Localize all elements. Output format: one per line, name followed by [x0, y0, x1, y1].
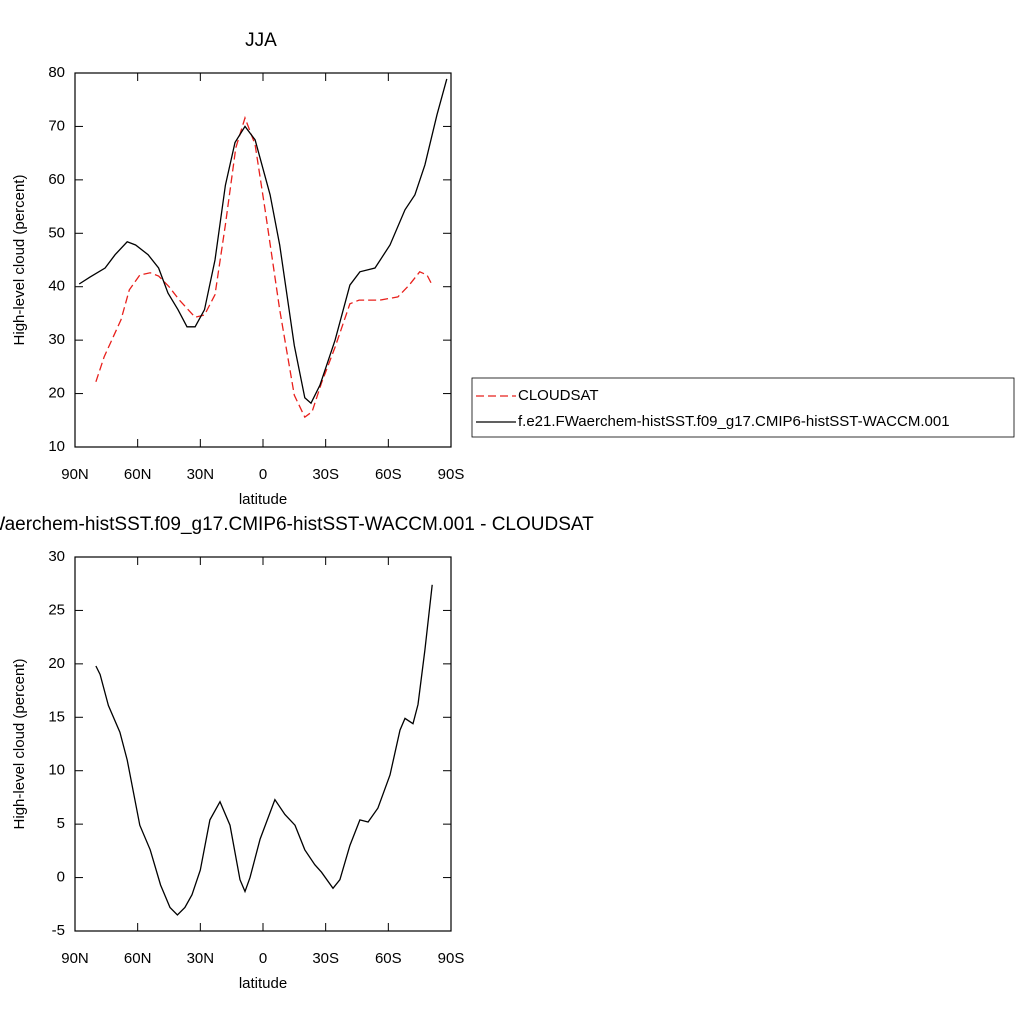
chart-title: f.e21.FWaerchem-histSST.f09_g17.CMIP6-hi…: [0, 514, 594, 535]
y-tick-label: 10: [48, 762, 65, 779]
data-line: [95, 115, 433, 419]
x-tick-label: 90S: [438, 950, 465, 967]
legend-box: [471, 377, 1015, 438]
x-tick-label: 90S: [438, 466, 465, 483]
x-tick-label: 60N: [124, 466, 152, 483]
y-tick-label: -5: [52, 922, 65, 939]
x-axis-label: latitude: [239, 491, 287, 508]
x-tick-label: 60N: [124, 950, 152, 967]
legend-label: f.e21.FWaerchem-histSST.f09_g17.CMIP6-hi…: [518, 413, 950, 430]
y-tick-label: 5: [57, 815, 65, 832]
y-tick-label: 25: [48, 601, 65, 618]
y-tick-label: 40: [48, 278, 65, 295]
x-tick-label: 30S: [312, 950, 339, 967]
x-tick-label: 60S: [375, 466, 402, 483]
x-tick-label: 30S: [312, 466, 339, 483]
legend-label: CLOUDSAT: [518, 387, 599, 404]
x-tick-label: 0: [259, 950, 267, 967]
y-axis-label: High-level cloud (percent): [11, 175, 28, 346]
data-line: [95, 584, 433, 916]
y-tick-label: 80: [48, 64, 65, 81]
x-tick-label: 30N: [187, 466, 215, 483]
x-tick-label: 90N: [61, 466, 89, 483]
y-tick-label: 70: [48, 117, 65, 134]
y-tick-label: 15: [48, 708, 65, 725]
y-tick-label: 0: [57, 869, 65, 886]
y-tick-label: 20: [48, 655, 65, 672]
x-axis-label: latitude: [239, 975, 287, 992]
x-tick-label: 60S: [375, 950, 402, 967]
y-axis-label: High-level cloud (percent): [11, 659, 28, 830]
y-tick-label: 30: [48, 331, 65, 348]
x-tick-label: 90N: [61, 950, 89, 967]
plot-frame: [74, 556, 452, 932]
x-tick-label: 0: [259, 466, 267, 483]
data-line: [78, 78, 448, 405]
y-tick-label: 10: [48, 438, 65, 455]
y-tick-label: 30: [48, 548, 65, 565]
x-tick-label: 30N: [187, 950, 215, 967]
plot-frame: [74, 72, 452, 448]
y-tick-label: 50: [48, 224, 65, 241]
chart-title: JJA: [245, 30, 277, 51]
y-tick-label: 20: [48, 385, 65, 402]
y-tick-label: 60: [48, 171, 65, 188]
